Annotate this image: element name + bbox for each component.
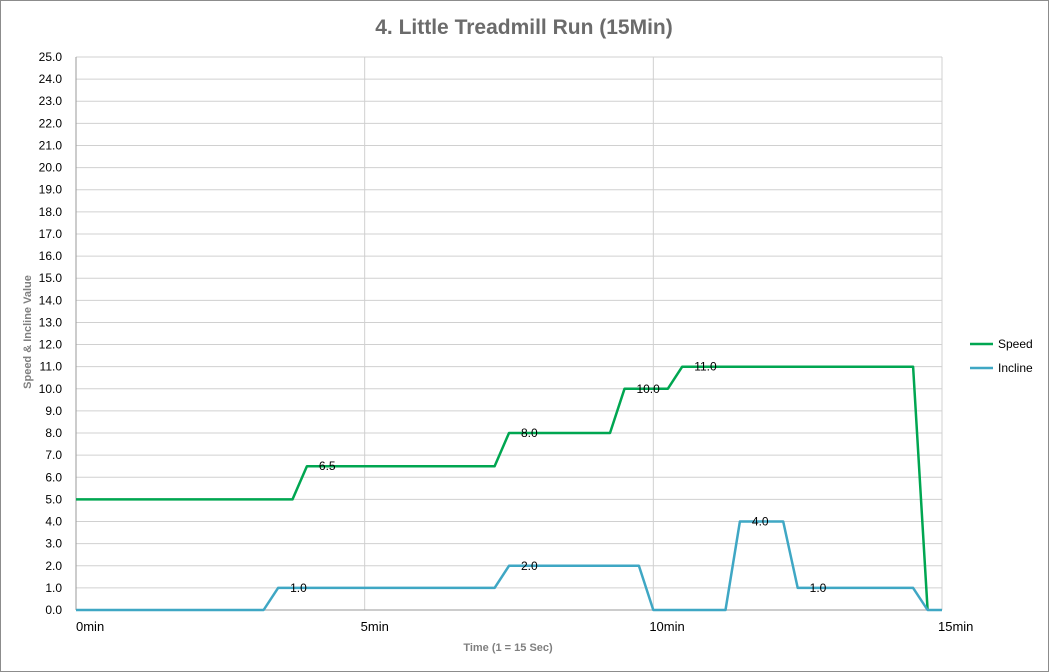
x-axis-ticks: 0min 5min 10min 15min <box>76 619 973 634</box>
y-tick-label: 1.0 <box>45 581 62 595</box>
y-tick-label: 25.0 <box>39 50 63 64</box>
y-tick-label: 18.0 <box>39 205 63 219</box>
data-labels: 6.5 8.0 10.0 11.0 1.0 2.0 4.0 1.0 <box>290 360 827 595</box>
legend: Speed Incline <box>970 337 1033 375</box>
y-tick-label: 19.0 <box>39 183 63 197</box>
data-label: 2.0 <box>521 559 538 573</box>
x-tick-label: 10min <box>649 619 684 634</box>
data-label: 6.5 <box>319 459 336 473</box>
y-tick-label: 8.0 <box>45 426 62 440</box>
y-tick-label: 21.0 <box>39 138 63 152</box>
y-tick-label: 2.0 <box>45 559 62 573</box>
y-tick-label: 15.0 <box>39 271 63 285</box>
x-tick-label: 0min <box>76 619 104 634</box>
y-tick-label: 22.0 <box>39 116 63 130</box>
y-tick-label: 9.0 <box>45 404 62 418</box>
data-label: 11.0 <box>694 360 717 374</box>
y-axis-ticks: 0.0 1.0 2.0 3.0 4.0 5.0 6.0 7.0 8.0 9.0 10.0 11.0 12… <box>39 50 63 617</box>
y-tick-label: 10.0 <box>39 382 63 396</box>
series-line-incline <box>76 520 942 612</box>
y-tick-label: 16.0 <box>39 249 63 263</box>
legend-label-incline: Incline <box>998 361 1033 375</box>
y-tick-label: 7.0 <box>45 448 62 462</box>
data-label: 8.0 <box>521 426 538 440</box>
series-lines <box>76 365 942 612</box>
data-label: 1.0 <box>810 581 827 595</box>
y-tick-label: 13.0 <box>39 315 63 329</box>
y-tick-label: 0.0 <box>45 603 62 617</box>
x-tick-label: 5min <box>361 619 389 634</box>
data-label: 10.0 <box>636 382 660 396</box>
x-tick-label: 15min <box>938 619 973 634</box>
data-label: 4.0 <box>752 515 769 529</box>
y-tick-label: 24.0 <box>39 72 63 86</box>
y-tick-label: 5.0 <box>45 492 62 506</box>
y-tick-label: 3.0 <box>45 537 62 551</box>
chart-title: 4. Little Treadmill Run (15Min) <box>375 16 673 39</box>
y-tick-label: 6.0 <box>45 470 62 484</box>
legend-label-speed: Speed <box>998 337 1033 351</box>
y-tick-label: 14.0 <box>39 293 63 307</box>
gridlines <box>75 56 943 611</box>
y-axis-title: Speed & Incline Value <box>22 275 34 389</box>
data-label: 1.0 <box>290 581 307 595</box>
x-axis-title: Time (1 = 15 Sec) <box>463 642 553 654</box>
y-tick-label: 17.0 <box>39 227 63 241</box>
y-tick-label: 11.0 <box>40 360 63 374</box>
y-tick-label: 12.0 <box>39 338 63 352</box>
y-tick-label: 20.0 <box>39 161 63 175</box>
series-line-speed <box>76 365 929 611</box>
y-tick-label: 23.0 <box>39 94 63 108</box>
y-tick-label: 4.0 <box>45 515 62 529</box>
